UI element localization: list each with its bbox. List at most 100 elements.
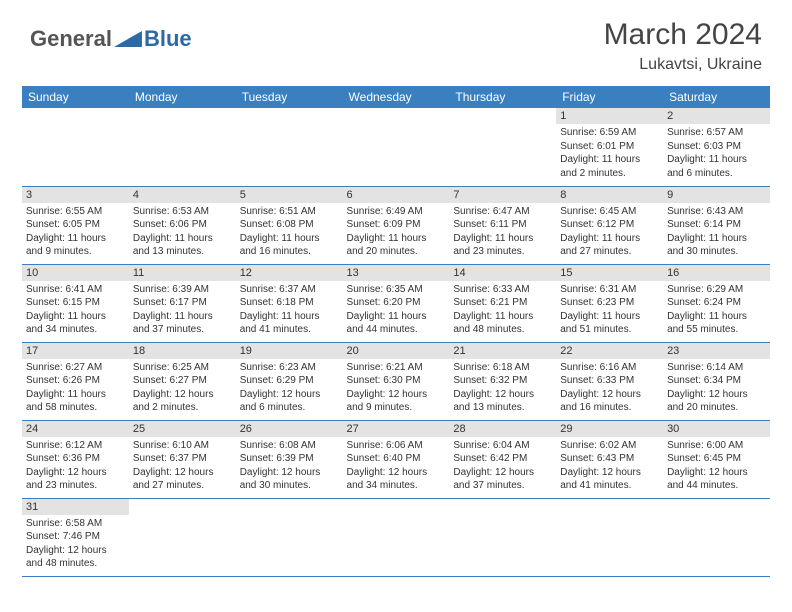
day-cell: 18Sunrise: 6:25 AMSunset: 6:27 PMDayligh… bbox=[129, 342, 236, 420]
logo-triangle-icon bbox=[114, 31, 142, 47]
day-details: Sunrise: 6:08 AMSunset: 6:39 PMDaylight:… bbox=[236, 437, 343, 497]
title-block: March 2024 Lukavtsi, Ukraine bbox=[604, 18, 762, 74]
day-number: 24 bbox=[22, 421, 129, 437]
day-cell: 5Sunrise: 6:51 AMSunset: 6:08 PMDaylight… bbox=[236, 186, 343, 264]
day-details: Sunrise: 6:43 AMSunset: 6:14 PMDaylight:… bbox=[663, 203, 770, 263]
day-details: Sunrise: 6:58 AMSunset: 7:46 PMDaylight:… bbox=[22, 515, 129, 575]
day-cell: 30Sunrise: 6:00 AMSunset: 6:45 PMDayligh… bbox=[663, 420, 770, 498]
day-cell: 9Sunrise: 6:43 AMSunset: 6:14 PMDaylight… bbox=[663, 186, 770, 264]
day-number: 7 bbox=[449, 187, 556, 203]
empty-cell bbox=[236, 498, 343, 576]
day-details: Sunrise: 6:51 AMSunset: 6:08 PMDaylight:… bbox=[236, 203, 343, 263]
day-number: 18 bbox=[129, 343, 236, 359]
day-details: Sunrise: 6:55 AMSunset: 6:05 PMDaylight:… bbox=[22, 203, 129, 263]
day-number: 4 bbox=[129, 187, 236, 203]
weekday-header: Wednesday bbox=[343, 86, 450, 108]
day-number: 15 bbox=[556, 265, 663, 281]
day-cell: 15Sunrise: 6:31 AMSunset: 6:23 PMDayligh… bbox=[556, 264, 663, 342]
day-details: Sunrise: 6:39 AMSunset: 6:17 PMDaylight:… bbox=[129, 281, 236, 341]
month-title: March 2024 bbox=[604, 18, 762, 52]
day-details: Sunrise: 6:14 AMSunset: 6:34 PMDaylight:… bbox=[663, 359, 770, 419]
day-details: Sunrise: 6:37 AMSunset: 6:18 PMDaylight:… bbox=[236, 281, 343, 341]
day-number: 30 bbox=[663, 421, 770, 437]
calendar-row: 3Sunrise: 6:55 AMSunset: 6:05 PMDaylight… bbox=[22, 186, 770, 264]
calendar-body: 1Sunrise: 6:59 AMSunset: 6:01 PMDaylight… bbox=[22, 108, 770, 576]
day-cell: 1Sunrise: 6:59 AMSunset: 6:01 PMDaylight… bbox=[556, 108, 663, 186]
day-details: Sunrise: 6:29 AMSunset: 6:24 PMDaylight:… bbox=[663, 281, 770, 341]
day-number: 27 bbox=[343, 421, 450, 437]
day-cell: 26Sunrise: 6:08 AMSunset: 6:39 PMDayligh… bbox=[236, 420, 343, 498]
day-cell: 4Sunrise: 6:53 AMSunset: 6:06 PMDaylight… bbox=[129, 186, 236, 264]
day-cell: 23Sunrise: 6:14 AMSunset: 6:34 PMDayligh… bbox=[663, 342, 770, 420]
day-number: 23 bbox=[663, 343, 770, 359]
day-cell: 29Sunrise: 6:02 AMSunset: 6:43 PMDayligh… bbox=[556, 420, 663, 498]
empty-cell bbox=[343, 108, 450, 186]
empty-cell bbox=[343, 498, 450, 576]
day-cell: 24Sunrise: 6:12 AMSunset: 6:36 PMDayligh… bbox=[22, 420, 129, 498]
day-details: Sunrise: 6:33 AMSunset: 6:21 PMDaylight:… bbox=[449, 281, 556, 341]
day-number: 20 bbox=[343, 343, 450, 359]
day-cell: 3Sunrise: 6:55 AMSunset: 6:05 PMDaylight… bbox=[22, 186, 129, 264]
header: General Blue March 2024 Lukavtsi, Ukrain… bbox=[0, 0, 792, 82]
day-cell: 17Sunrise: 6:27 AMSunset: 6:26 PMDayligh… bbox=[22, 342, 129, 420]
day-number: 21 bbox=[449, 343, 556, 359]
day-details: Sunrise: 6:45 AMSunset: 6:12 PMDaylight:… bbox=[556, 203, 663, 263]
empty-cell bbox=[236, 108, 343, 186]
day-cell: 11Sunrise: 6:39 AMSunset: 6:17 PMDayligh… bbox=[129, 264, 236, 342]
empty-cell bbox=[129, 498, 236, 576]
day-details: Sunrise: 6:47 AMSunset: 6:11 PMDaylight:… bbox=[449, 203, 556, 263]
day-cell: 20Sunrise: 6:21 AMSunset: 6:30 PMDayligh… bbox=[343, 342, 450, 420]
day-details: Sunrise: 6:06 AMSunset: 6:40 PMDaylight:… bbox=[343, 437, 450, 497]
day-details: Sunrise: 6:59 AMSunset: 6:01 PMDaylight:… bbox=[556, 124, 663, 184]
day-details: Sunrise: 6:21 AMSunset: 6:30 PMDaylight:… bbox=[343, 359, 450, 419]
day-details: Sunrise: 6:04 AMSunset: 6:42 PMDaylight:… bbox=[449, 437, 556, 497]
day-number: 29 bbox=[556, 421, 663, 437]
day-number: 8 bbox=[556, 187, 663, 203]
empty-cell bbox=[449, 498, 556, 576]
logo-text-general: General bbox=[30, 26, 112, 52]
weekday-header: Saturday bbox=[663, 86, 770, 108]
day-number: 16 bbox=[663, 265, 770, 281]
day-cell: 27Sunrise: 6:06 AMSunset: 6:40 PMDayligh… bbox=[343, 420, 450, 498]
day-cell: 22Sunrise: 6:16 AMSunset: 6:33 PMDayligh… bbox=[556, 342, 663, 420]
day-cell: 6Sunrise: 6:49 AMSunset: 6:09 PMDaylight… bbox=[343, 186, 450, 264]
day-details: Sunrise: 6:12 AMSunset: 6:36 PMDaylight:… bbox=[22, 437, 129, 497]
day-number: 5 bbox=[236, 187, 343, 203]
day-details: Sunrise: 6:10 AMSunset: 6:37 PMDaylight:… bbox=[129, 437, 236, 497]
day-cell: 14Sunrise: 6:33 AMSunset: 6:21 PMDayligh… bbox=[449, 264, 556, 342]
day-cell: 2Sunrise: 6:57 AMSunset: 6:03 PMDaylight… bbox=[663, 108, 770, 186]
day-number: 2 bbox=[663, 108, 770, 124]
empty-cell bbox=[449, 108, 556, 186]
weekday-header: Monday bbox=[129, 86, 236, 108]
location-label: Lukavtsi, Ukraine bbox=[604, 56, 762, 74]
calendar-table: SundayMondayTuesdayWednesdayThursdayFrid… bbox=[22, 86, 770, 577]
calendar-row: 24Sunrise: 6:12 AMSunset: 6:36 PMDayligh… bbox=[22, 420, 770, 498]
day-details: Sunrise: 6:49 AMSunset: 6:09 PMDaylight:… bbox=[343, 203, 450, 263]
day-number: 19 bbox=[236, 343, 343, 359]
day-details: Sunrise: 6:41 AMSunset: 6:15 PMDaylight:… bbox=[22, 281, 129, 341]
empty-cell bbox=[22, 108, 129, 186]
day-details: Sunrise: 6:25 AMSunset: 6:27 PMDaylight:… bbox=[129, 359, 236, 419]
day-details: Sunrise: 6:35 AMSunset: 6:20 PMDaylight:… bbox=[343, 281, 450, 341]
day-number: 17 bbox=[22, 343, 129, 359]
calendar-row: 31Sunrise: 6:58 AMSunset: 7:46 PMDayligh… bbox=[22, 498, 770, 576]
day-details: Sunrise: 6:27 AMSunset: 6:26 PMDaylight:… bbox=[22, 359, 129, 419]
logo-text-blue: Blue bbox=[144, 26, 192, 52]
logo: General Blue bbox=[30, 26, 192, 52]
day-number: 3 bbox=[22, 187, 129, 203]
calendar-row: 1Sunrise: 6:59 AMSunset: 6:01 PMDaylight… bbox=[22, 108, 770, 186]
empty-cell bbox=[556, 498, 663, 576]
day-number: 22 bbox=[556, 343, 663, 359]
day-cell: 31Sunrise: 6:58 AMSunset: 7:46 PMDayligh… bbox=[22, 498, 129, 576]
day-cell: 13Sunrise: 6:35 AMSunset: 6:20 PMDayligh… bbox=[343, 264, 450, 342]
day-cell: 10Sunrise: 6:41 AMSunset: 6:15 PMDayligh… bbox=[22, 264, 129, 342]
day-number: 1 bbox=[556, 108, 663, 124]
day-number: 28 bbox=[449, 421, 556, 437]
day-cell: 16Sunrise: 6:29 AMSunset: 6:24 PMDayligh… bbox=[663, 264, 770, 342]
day-details: Sunrise: 6:00 AMSunset: 6:45 PMDaylight:… bbox=[663, 437, 770, 497]
day-details: Sunrise: 6:16 AMSunset: 6:33 PMDaylight:… bbox=[556, 359, 663, 419]
weekday-header: Thursday bbox=[449, 86, 556, 108]
day-cell: 7Sunrise: 6:47 AMSunset: 6:11 PMDaylight… bbox=[449, 186, 556, 264]
day-number: 13 bbox=[343, 265, 450, 281]
empty-cell bbox=[129, 108, 236, 186]
